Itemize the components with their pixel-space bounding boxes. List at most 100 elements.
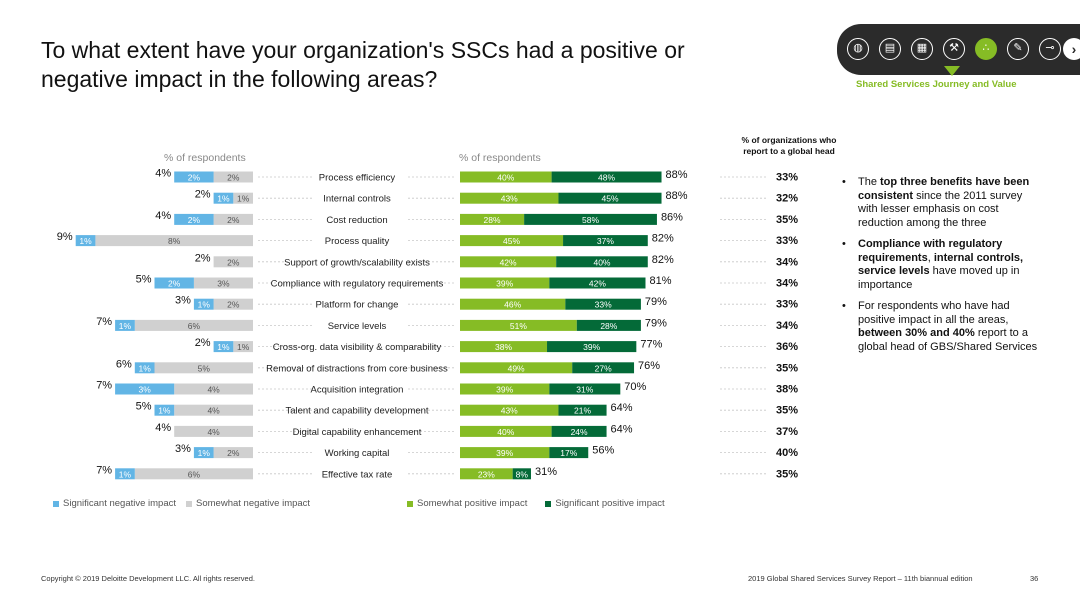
negative-total: 5% bbox=[136, 274, 152, 286]
label-somewhat-negative: 6% bbox=[188, 469, 201, 479]
category-label: Process quality bbox=[325, 236, 390, 247]
bar-significant-positive bbox=[549, 447, 589, 459]
global-head-value: 37% bbox=[776, 426, 798, 438]
global-head-value: 35% bbox=[776, 362, 798, 374]
bar-somewhat-negative bbox=[193, 277, 253, 289]
negative-total: 4% bbox=[155, 422, 171, 434]
bar-somewhat-negative bbox=[154, 362, 253, 374]
bar-significant-negative bbox=[134, 362, 155, 374]
bullet-3: • For respondents who have had positive … bbox=[842, 300, 1038, 353]
report-title: 2019 Global Shared Services Survey Repor… bbox=[748, 574, 973, 583]
bar-significant-negative bbox=[193, 447, 214, 459]
legend-swatch-sig-neg bbox=[53, 500, 59, 507]
bar-significant-negative bbox=[174, 171, 214, 183]
category-label: Internal controls bbox=[323, 194, 391, 205]
bar-somewhat-positive bbox=[460, 447, 550, 459]
label-significant-negative: 1% bbox=[198, 448, 211, 458]
positive-total: 64% bbox=[611, 423, 633, 435]
next-arrow-icon[interactable]: › bbox=[1063, 38, 1080, 60]
label-somewhat-negative: 2% bbox=[227, 215, 240, 225]
label-significant-positive: 27% bbox=[595, 363, 612, 373]
positive-total: 79% bbox=[645, 296, 667, 308]
tools-icon[interactable]: ✎ bbox=[1007, 38, 1029, 60]
label-significant-negative: 1% bbox=[217, 194, 230, 204]
bar-significant-negative bbox=[115, 319, 135, 331]
label-somewhat-negative: 2% bbox=[227, 173, 240, 183]
negative-total: 7% bbox=[96, 464, 112, 476]
bar-somewhat-positive bbox=[460, 425, 552, 437]
bar-somewhat-negative bbox=[213, 171, 253, 183]
bar-somewhat-negative bbox=[233, 341, 253, 353]
newspaper-icon[interactable]: ▤ bbox=[879, 38, 901, 60]
bar-somewhat-negative bbox=[213, 447, 253, 459]
bar-significant-negative bbox=[213, 341, 234, 353]
telescope-icon[interactable]: ⊸ bbox=[1039, 38, 1061, 60]
label-significant-negative: 1% bbox=[158, 406, 171, 416]
bar-somewhat-negative bbox=[95, 235, 254, 247]
global-head-value: 34% bbox=[776, 278, 798, 290]
label-significant-negative: 1% bbox=[119, 321, 132, 331]
bar-somewhat-negative bbox=[213, 256, 253, 268]
positive-total: 88% bbox=[666, 169, 688, 181]
global-head-value: 35% bbox=[776, 405, 798, 417]
bar-somewhat-negative bbox=[213, 298, 253, 310]
title-line-1: To what extent have your organization's … bbox=[41, 37, 685, 63]
page-title: To what extent have your organization's … bbox=[41, 36, 801, 94]
bar-significant-negative bbox=[213, 192, 234, 204]
negative-total: 3% bbox=[175, 443, 191, 455]
bar-significant-positive bbox=[512, 468, 531, 480]
globe-icon[interactable]: ◍ bbox=[847, 38, 869, 60]
right-axis-label: % of respondents bbox=[459, 152, 541, 164]
label-somewhat-negative: 4% bbox=[207, 427, 220, 437]
bar-significant-positive bbox=[551, 171, 662, 183]
category-label: Process efficiency bbox=[319, 173, 396, 184]
negative-total: 9% bbox=[57, 231, 73, 243]
global-head-value: 34% bbox=[776, 256, 798, 268]
label-somewhat-negative: 2% bbox=[227, 300, 240, 310]
gavel-icon[interactable]: ⚒ bbox=[943, 38, 965, 60]
left-axis-label: % of respondents bbox=[164, 152, 246, 164]
label-somewhat-negative: 2% bbox=[227, 257, 240, 267]
global-head-value: 32% bbox=[776, 193, 798, 205]
bar-somewhat-positive bbox=[460, 341, 548, 353]
negative-total: 3% bbox=[175, 295, 191, 307]
legend-sig-pos: Significant positive impact bbox=[555, 498, 665, 509]
category-label: Platform for change bbox=[316, 300, 399, 311]
chart-icon[interactable]: ▦ bbox=[911, 38, 933, 60]
label-somewhat-positive: 40% bbox=[497, 173, 514, 183]
label-significant-negative: 3% bbox=[139, 385, 152, 395]
bar-significant-positive bbox=[572, 362, 635, 374]
negative-total: 6% bbox=[116, 358, 132, 370]
label-significant-positive: 42% bbox=[589, 279, 606, 289]
negative-total: 2% bbox=[195, 337, 211, 349]
bar-somewhat-positive bbox=[460, 235, 564, 247]
bullet-2: • Compliance with regulatory requirement… bbox=[842, 238, 1024, 291]
label-somewhat-positive: 43% bbox=[501, 194, 518, 204]
positive-total: 64% bbox=[611, 402, 633, 414]
bar-significant-positive bbox=[565, 298, 641, 310]
footprints-icon[interactable]: ∴ bbox=[975, 38, 997, 60]
positive-total: 76% bbox=[638, 360, 660, 372]
label-significant-negative: 1% bbox=[119, 469, 132, 479]
label-somewhat-negative: 5% bbox=[198, 363, 211, 373]
bullet-1: • The top three benefits have been consi… bbox=[842, 176, 1030, 229]
label-somewhat-positive: 39% bbox=[496, 279, 513, 289]
label-somewhat-positive: 45% bbox=[503, 236, 520, 246]
category-label: Cost reduction bbox=[326, 215, 387, 226]
label-somewhat-positive: 38% bbox=[495, 342, 512, 352]
positive-total: 82% bbox=[652, 233, 674, 245]
legend-neg: Significant negative impact Somewhat neg… bbox=[53, 498, 310, 509]
bar-significant-positive bbox=[549, 383, 621, 395]
bar-somewhat-positive bbox=[460, 468, 513, 480]
label-somewhat-negative: 4% bbox=[207, 406, 220, 416]
bar-somewhat-negative bbox=[134, 468, 253, 480]
title-line-2: negative impact in the following areas? bbox=[41, 66, 438, 92]
bar-somewhat-negative bbox=[174, 383, 253, 395]
negative-total: 5% bbox=[136, 401, 152, 413]
label-significant-positive: 58% bbox=[582, 215, 599, 225]
label-significant-positive: 40% bbox=[593, 257, 610, 267]
bar-significant-positive bbox=[551, 425, 607, 437]
bar-significant-positive bbox=[556, 256, 648, 268]
legend-swatch-some-neg bbox=[186, 500, 193, 507]
bar-somewhat-negative bbox=[213, 213, 253, 225]
